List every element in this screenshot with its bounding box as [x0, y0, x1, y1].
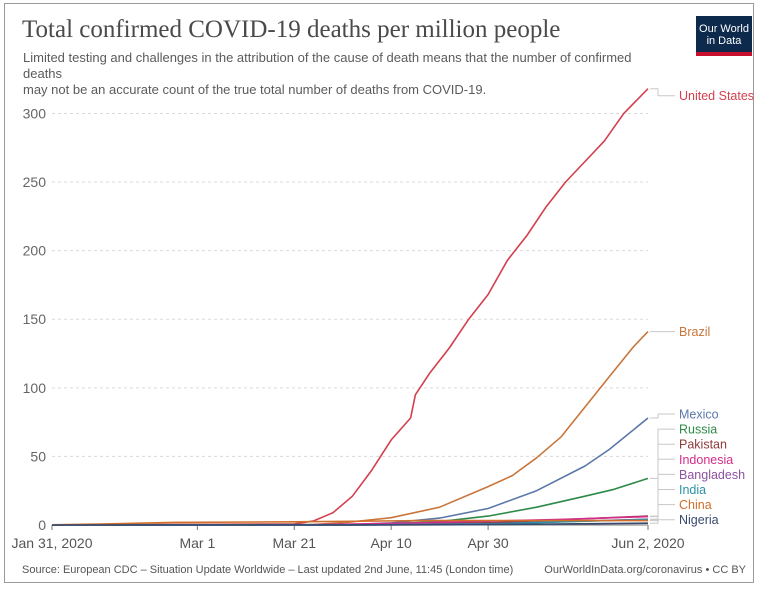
credit-link[interactable]: OurWorldInData.org/coronavirus • CC BY: [544, 564, 746, 576]
series-label-mexico: Mexico: [679, 408, 719, 422]
y-tick-label-100: 100: [23, 380, 47, 396]
series-label-indonesia: Indonesia: [679, 453, 733, 467]
x-tick-label-0: Jan 31, 2020: [12, 535, 93, 551]
subtitle-line-1: Limited testing and challenges in the at…: [23, 50, 632, 81]
chart-title: Total confirmed COVID-19 deaths per mill…: [22, 16, 561, 43]
series-label-united-states: United States: [679, 89, 754, 103]
series-label-pakistan: Pakistan: [679, 438, 727, 452]
leader-line-mexico: [650, 413, 675, 419]
series-label-nigeria: Nigeria: [679, 513, 719, 527]
y-tick-label-200: 200: [23, 243, 47, 259]
logo-line-2: in Data: [706, 35, 742, 47]
x-tick-label-3: Apr 10: [371, 535, 412, 551]
series-line-brazil: [51, 331, 649, 526]
series-label-russia: Russia: [679, 423, 717, 437]
y-tick-label-150: 150: [23, 311, 47, 327]
subtitle-line-2: may not be an accurate count of the true…: [23, 82, 487, 97]
series-label-bangladesh: Bangladesh: [679, 468, 745, 482]
leader-line-united-states: [650, 88, 675, 97]
series-label-china: China: [679, 498, 712, 512]
y-tick-label-0: 0: [38, 517, 46, 533]
x-tick-label-4: Apr 30: [467, 535, 508, 551]
y-tick-label-50: 50: [30, 448, 46, 464]
chart-subtitle: Limited testing and challenges in the at…: [23, 50, 673, 98]
logo-line-1: Our World: [699, 23, 749, 35]
chart-frame: [4, 3, 754, 583]
leader-line-pakistan: [650, 443, 675, 517]
leader-line-indonesia: [650, 458, 675, 518]
leader-line-bangladesh: [650, 473, 675, 520]
series-line-russia: [51, 477, 649, 526]
series-line-mexico: [51, 417, 649, 526]
x-tick-label-2: Mar 21: [272, 535, 316, 551]
leader-line-china: [650, 504, 675, 522]
source-note: Source: European CDC – Situation Update …: [22, 564, 514, 576]
series-label-brazil: Brazil: [679, 325, 710, 339]
leader-line-russia: [650, 428, 675, 479]
leader-line-nigeria: [650, 519, 675, 524]
series-line-united-states: [51, 88, 649, 526]
series-label-india: India: [679, 483, 706, 497]
series-line-china: [51, 519, 648, 526]
y-tick-label-300: 300: [23, 105, 47, 121]
series-line-nigeria: [51, 522, 649, 526]
owid-logo[interactable]: Our World in Data: [696, 16, 752, 56]
x-tick-label-1: Mar 1: [179, 535, 215, 551]
x-tick-label-5: Jun 2, 2020: [611, 535, 684, 551]
y-tick-label-250: 250: [23, 174, 47, 190]
